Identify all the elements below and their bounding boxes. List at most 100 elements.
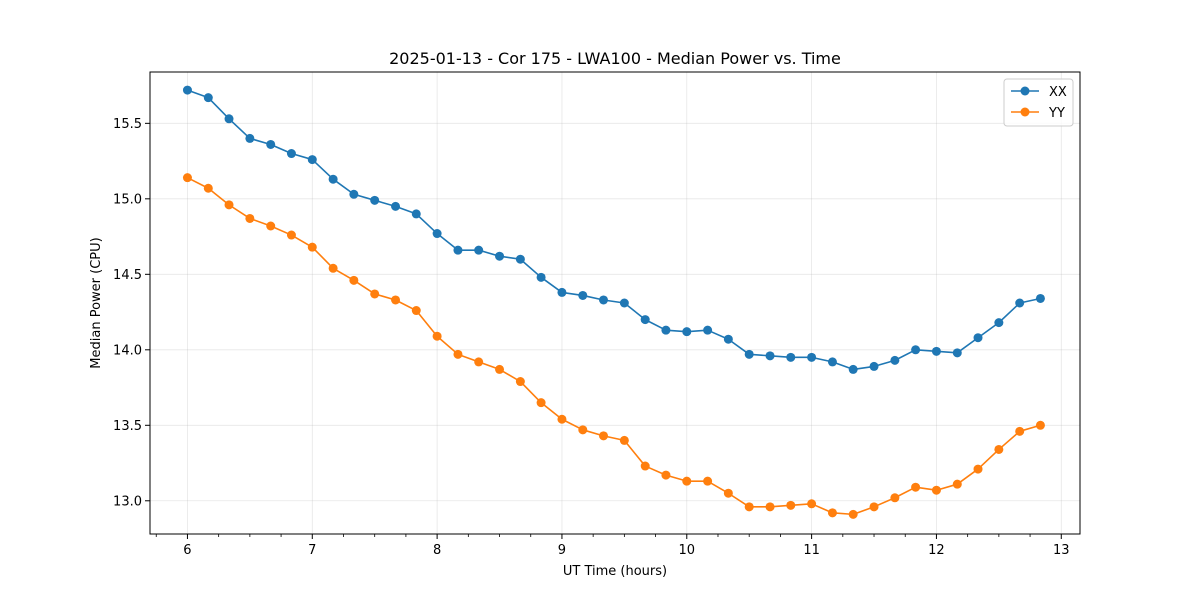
- data-point-yy: [224, 200, 234, 210]
- data-point-xx: [703, 325, 713, 335]
- data-point-xx: [391, 201, 401, 211]
- data-point-xx: [1035, 293, 1045, 303]
- data-point-xx: [578, 290, 588, 300]
- data-point-yy: [952, 479, 962, 489]
- data-point-yy: [536, 398, 546, 408]
- x-axis: 6 7 8 9 10 11 12 13: [155, 534, 1070, 558]
- data-point-yy: [411, 306, 421, 316]
- legend-label-yy: YY: [1048, 106, 1065, 121]
- data-point-yy: [1015, 426, 1025, 436]
- data-point-yy: [495, 364, 505, 374]
- data-point-yy: [890, 493, 900, 503]
- legend-marker-yy: [1020, 107, 1030, 117]
- data-point-xx: [1015, 298, 1025, 308]
- data-point-yy: [1035, 420, 1045, 430]
- data-point-yy: [744, 502, 754, 512]
- legend: XX YY: [1003, 78, 1074, 127]
- data-point-xx: [536, 272, 546, 282]
- y-tick-label: 15.5: [113, 117, 142, 132]
- y-tick-label: 13.5: [113, 419, 142, 434]
- data-point-yy: [349, 275, 359, 285]
- data-point-yy: [786, 500, 796, 510]
- data-point-xx: [869, 361, 879, 371]
- x-tick-label: 6: [183, 543, 191, 558]
- data-point-xx: [973, 333, 983, 343]
- data-point-xx: [182, 85, 192, 95]
- data-point-xx: [827, 357, 837, 367]
- data-point-yy: [640, 461, 650, 471]
- data-point-xx: [599, 295, 609, 305]
- data-point-xx: [307, 155, 317, 165]
- plot-frame: [149, 71, 1081, 535]
- y-axis-label: Median Power (CPU): [89, 237, 104, 368]
- x-tick-label: 12: [928, 543, 945, 558]
- series-xx: [182, 85, 1045, 374]
- data-point-xx: [349, 189, 359, 199]
- data-point-xx: [661, 325, 671, 335]
- data-point-xx: [848, 364, 858, 374]
- y-tick-label: 13.0: [113, 494, 142, 509]
- data-point-yy: [453, 349, 463, 359]
- data-point-xx: [682, 327, 692, 337]
- legend-label-xx: XX: [1049, 85, 1067, 100]
- x-axis-label: UT Time (hours): [563, 564, 667, 579]
- y-tick-label: 14.5: [113, 268, 142, 283]
- data-point-xx: [328, 174, 338, 184]
- data-point-yy: [474, 357, 484, 367]
- data-point-xx: [411, 209, 421, 219]
- data-point-xx: [765, 351, 775, 361]
- data-point-xx: [203, 93, 213, 103]
- x-tick-label: 10: [679, 543, 696, 558]
- data-point-yy: [869, 502, 879, 512]
- data-point-yy: [578, 425, 588, 435]
- x-tick-label: 13: [1053, 543, 1070, 558]
- data-point-xx: [723, 334, 733, 344]
- data-point-yy: [515, 377, 525, 387]
- data-point-xx: [495, 251, 505, 261]
- data-point-xx: [744, 349, 754, 359]
- legend-marker-xx: [1020, 86, 1030, 96]
- data-point-yy: [557, 414, 567, 424]
- series-layer: [182, 85, 1045, 519]
- x-tick-label: 9: [558, 543, 566, 558]
- data-point-xx: [515, 254, 525, 264]
- data-point-yy: [661, 470, 671, 480]
- data-point-yy: [682, 476, 692, 486]
- y-tick-label: 15.0: [113, 192, 142, 207]
- data-point-xx: [224, 114, 234, 124]
- x-tick-label: 8: [433, 543, 441, 558]
- data-point-yy: [973, 464, 983, 474]
- data-point-yy: [432, 331, 442, 341]
- data-point-yy: [203, 183, 213, 193]
- data-point-xx: [370, 195, 380, 205]
- data-point-xx: [994, 318, 1004, 328]
- data-point-yy: [703, 476, 713, 486]
- data-point-yy: [723, 488, 733, 498]
- data-point-xx: [474, 245, 484, 255]
- data-point-yy: [245, 213, 255, 223]
- data-point-yy: [619, 435, 629, 445]
- series-yy: [182, 173, 1045, 519]
- data-point-yy: [286, 230, 296, 240]
- data-point-yy: [391, 295, 401, 305]
- data-point-yy: [370, 289, 380, 299]
- data-point-yy: [911, 482, 921, 492]
- chart-title: 2025-01-13 - Cor 175 - LWA100 - Median P…: [389, 49, 841, 68]
- data-point-xx: [286, 149, 296, 159]
- data-point-xx: [432, 229, 442, 239]
- y-axis: 13.0 13.5 14.0 14.5 15.0 15.5: [113, 117, 150, 509]
- data-point-xx: [640, 315, 650, 325]
- data-point-xx: [931, 346, 941, 356]
- data-point-yy: [765, 502, 775, 512]
- data-point-xx: [266, 139, 276, 149]
- x-tick-label: 7: [308, 543, 316, 558]
- data-point-xx: [245, 133, 255, 143]
- data-point-yy: [182, 173, 192, 183]
- data-point-xx: [786, 352, 796, 362]
- data-point-yy: [599, 431, 609, 441]
- data-point-yy: [328, 263, 338, 273]
- data-point-xx: [807, 352, 817, 362]
- y-tick-label: 14.0: [113, 343, 142, 358]
- data-point-xx: [952, 348, 962, 358]
